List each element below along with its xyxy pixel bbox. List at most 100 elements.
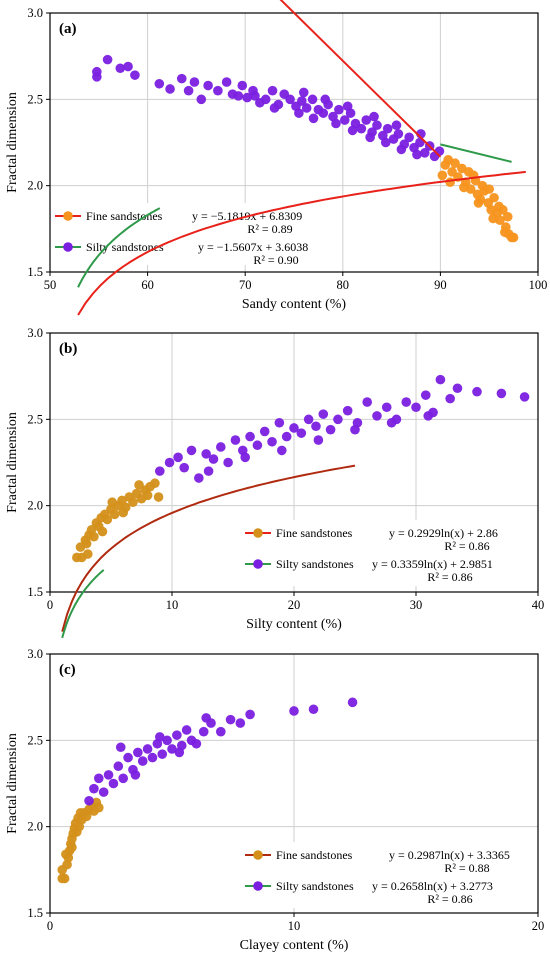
x-tick-label: 50 — [44, 278, 57, 292]
data-point — [296, 428, 307, 438]
data-point — [203, 466, 214, 476]
data-point — [157, 749, 168, 759]
x-tick-label: 100 — [529, 278, 548, 292]
data-point — [142, 744, 153, 754]
data-point — [334, 104, 344, 115]
data-point — [196, 94, 207, 105]
data-point — [347, 125, 358, 136]
data-point — [420, 390, 431, 400]
data-point — [118, 773, 128, 784]
data-point — [459, 182, 469, 193]
data-point — [133, 747, 143, 758]
legend-background — [243, 842, 533, 908]
panel-label: (b) — [59, 341, 77, 357]
data-point — [103, 770, 114, 780]
legend-equation-silty: y = −1.5607x + 3.6038 — [198, 240, 308, 254]
data-point — [347, 697, 358, 708]
data-point — [361, 115, 372, 125]
data-point — [289, 423, 299, 433]
data-point — [307, 94, 318, 105]
y-tick-label: 2.0 — [27, 499, 43, 513]
data-point — [201, 713, 211, 723]
legend-r2-fine: R² = 0.88 — [444, 861, 489, 875]
data-point — [242, 92, 252, 103]
legend-label-fine: Fine sandstones — [276, 848, 353, 862]
data-point — [267, 436, 277, 447]
data-point — [502, 211, 513, 222]
legend-marker-silty — [253, 881, 263, 891]
data-point — [380, 137, 391, 148]
data-point — [245, 709, 255, 720]
x-axis-title: Clayey content (%) — [240, 938, 349, 953]
x-tick-label: 0 — [47, 598, 53, 612]
legend: Fine sandstones y = 0.2987ln(x) + 3.3365R… — [243, 842, 533, 908]
data-point — [325, 424, 336, 435]
data-point — [313, 435, 324, 445]
data-point — [369, 111, 379, 122]
data-point — [519, 392, 530, 402]
data-point — [137, 756, 148, 766]
data-point — [113, 761, 124, 772]
data-point — [277, 445, 287, 456]
data-point — [488, 213, 498, 224]
x-tick-label: 10 — [288, 919, 301, 933]
data-point — [201, 449, 211, 459]
data-point — [84, 795, 94, 806]
data-point — [450, 158, 460, 169]
data-point — [331, 118, 341, 129]
data-point — [463, 167, 474, 177]
data-point — [216, 726, 226, 737]
data-point — [162, 735, 172, 746]
legend: Fine sandstones y = 0.2929ln(x) + 2.86R² … — [243, 520, 533, 586]
data-point — [372, 411, 382, 421]
data-point — [252, 440, 263, 451]
data-point — [186, 445, 197, 456]
series-fine-points — [437, 154, 519, 243]
data-point — [89, 531, 99, 542]
data-point — [235, 718, 246, 728]
data-point — [294, 108, 304, 118]
fit-line-silty — [440, 143, 512, 163]
data-point — [391, 120, 402, 131]
x-tick-label: 40 — [532, 598, 545, 612]
data-point — [342, 101, 353, 112]
data-point — [130, 770, 141, 780]
data-point — [320, 94, 331, 105]
legend-background — [53, 203, 311, 265]
data-point — [298, 87, 309, 98]
data-point — [245, 431, 255, 442]
data-point — [372, 120, 382, 131]
y-tick-label: 2.5 — [27, 92, 43, 106]
data-point — [75, 808, 86, 818]
legend-equation-fine: y = 0.2929ln(x) + 2.86 — [389, 526, 498, 540]
data-point — [59, 873, 70, 884]
data-point — [318, 108, 329, 118]
legend-equation-silty: y = 0.3359ln(x) + 2.9851 — [372, 557, 493, 571]
legend-label-silty: Silty sandstones — [276, 879, 354, 893]
data-point — [393, 129, 404, 139]
data-point — [92, 66, 102, 77]
legend-label-silty: Silty sandstones — [276, 557, 354, 571]
data-point — [230, 435, 241, 445]
data-point — [386, 417, 397, 428]
data-point — [484, 184, 495, 194]
data-point — [350, 424, 360, 435]
legend-equation-silty: y = 0.2658ln(x) + 3.2773 — [372, 879, 493, 893]
x-tick-label: 20 — [532, 919, 545, 933]
data-point — [167, 744, 177, 754]
data-point — [267, 85, 278, 96]
x-tick-label: 90 — [434, 278, 447, 292]
data-point — [356, 123, 367, 134]
chart-panel-1: 0 10 20 30 40 1.5 2.0 2.5 3.0 Silty content (%) Fr… — [5, 170, 545, 632]
legend-equation-fine: y = 0.2987ln(x) + 3.3365 — [389, 848, 510, 862]
data-point — [147, 752, 158, 763]
data-point — [198, 726, 209, 737]
fit-line-silty — [61, 569, 105, 639]
data-point — [285, 94, 295, 105]
y-axis-title: Fractal dimension — [5, 733, 20, 834]
data-point — [81, 538, 92, 549]
data-point — [123, 61, 133, 72]
data-point — [208, 454, 219, 464]
y-tick-label: 1.5 — [27, 585, 43, 599]
legend-r2-fine: R² = 0.86 — [444, 539, 489, 553]
